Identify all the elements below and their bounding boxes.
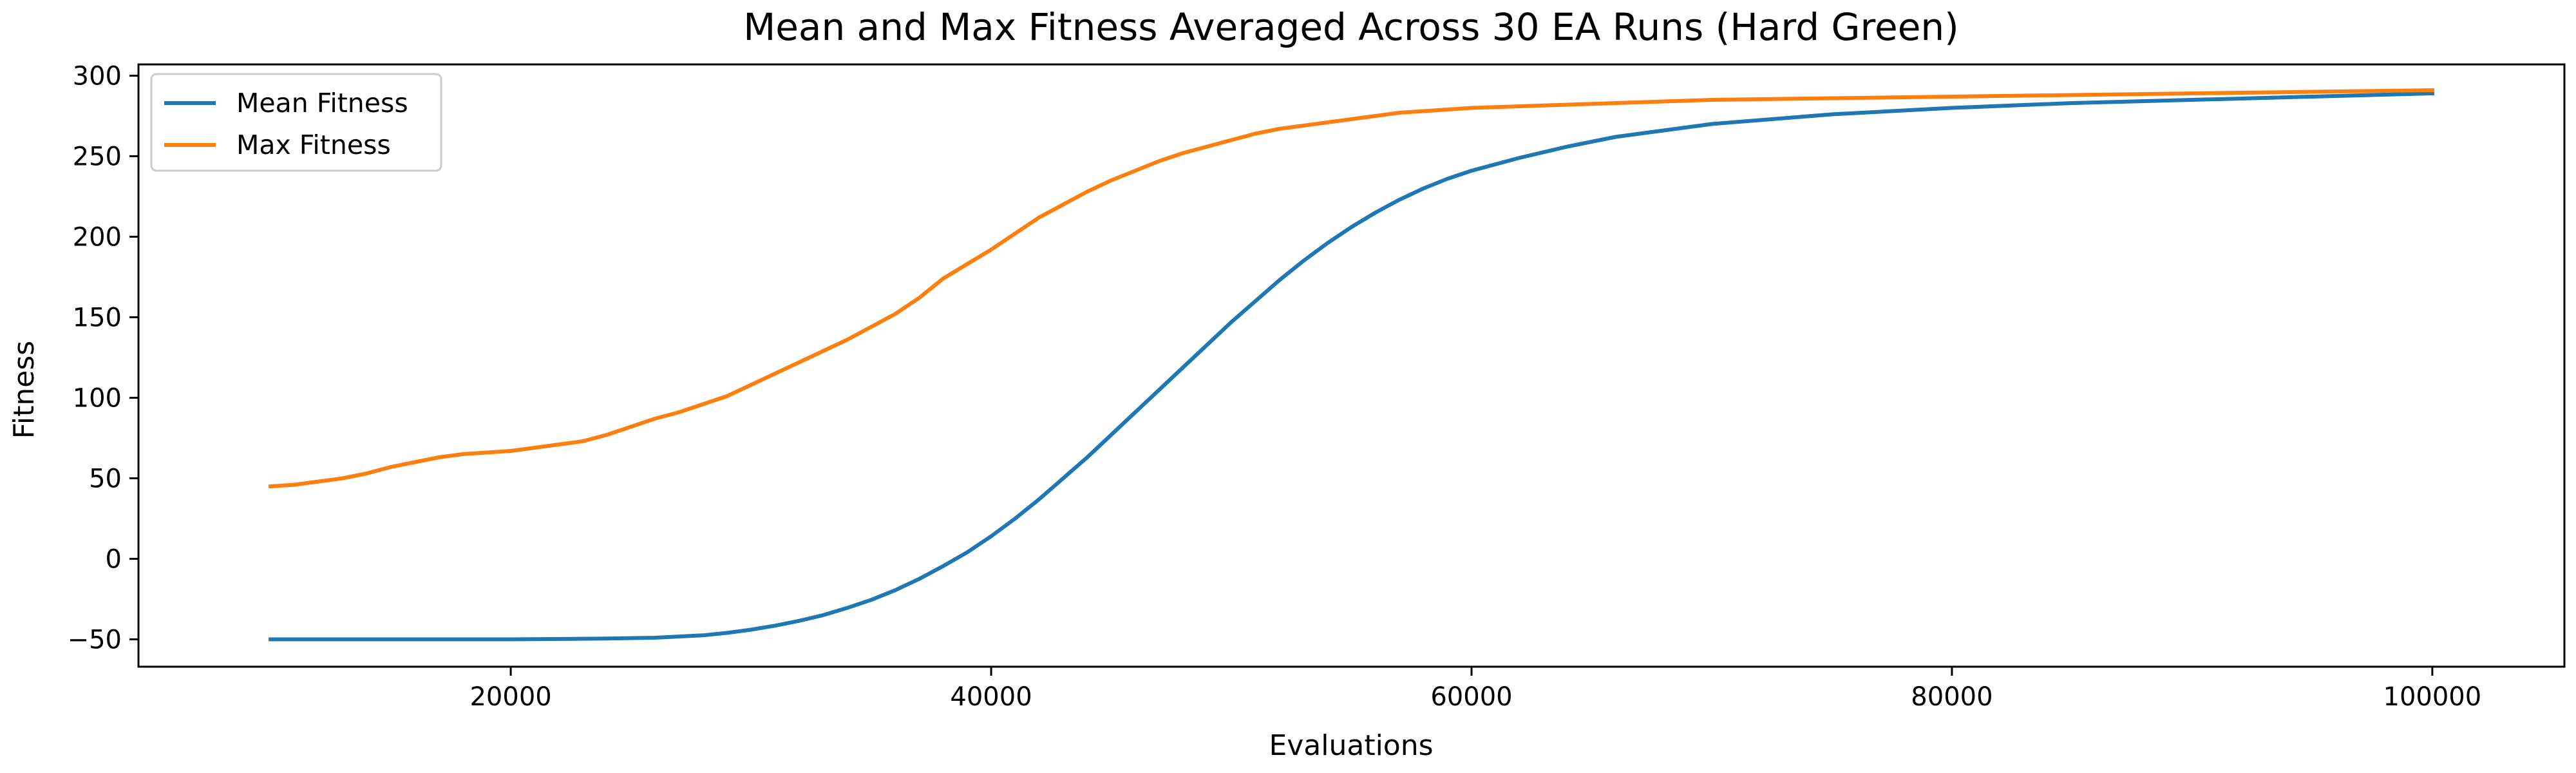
plot-area: [268, 88, 2434, 642]
x-tick-label: 40000: [950, 682, 1032, 712]
y-tick-label: 100: [73, 384, 122, 414]
x-tick-label: 80000: [1911, 682, 1993, 712]
legend-label-mean-fitness: Mean Fitness: [236, 88, 408, 119]
y-tick-label: 150: [73, 303, 122, 333]
legend-label-max-fitness: Max Fitness: [236, 129, 391, 160]
y-tick-label: 0: [106, 545, 122, 575]
y-tick-label: 50: [89, 464, 122, 494]
chart-title: Mean and Max Fitness Averaged Across 30 …: [743, 5, 1959, 49]
series-line-max-fitness: [268, 88, 2434, 489]
axes: 20000 40000 60000 80000 100000 −50 0 50 100 150 20…: [68, 62, 2566, 712]
x-tick-label: 60000: [1430, 682, 1512, 712]
x-tick-label: 20000: [469, 682, 551, 712]
series-line-mean-fitness: [269, 91, 2434, 642]
y-axis-label: Fitness: [8, 341, 41, 439]
y-tick-label: 200: [73, 223, 122, 253]
y-tick-label: 300: [73, 62, 122, 91]
y-tick-label: 250: [73, 142, 122, 172]
plot-frame: [137, 63, 2566, 668]
x-tick-label: 100000: [2383, 682, 2482, 712]
x-axis-label: Evaluations: [1269, 729, 1433, 762]
y-tick-label: −50: [68, 625, 122, 655]
legend-box: [150, 73, 442, 172]
legend: Mean Fitness Max Fitness: [150, 73, 442, 172]
